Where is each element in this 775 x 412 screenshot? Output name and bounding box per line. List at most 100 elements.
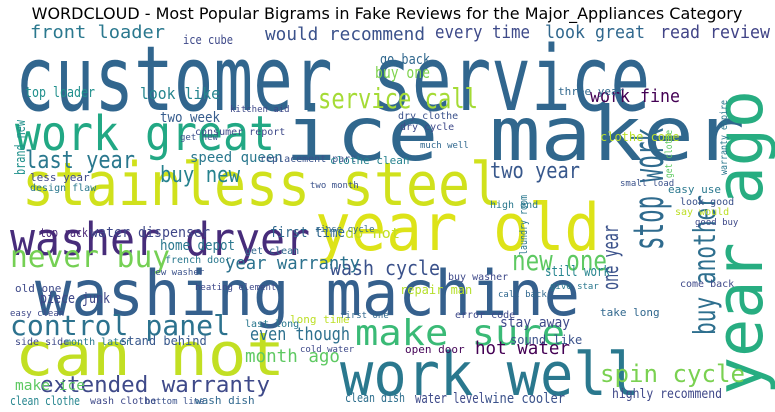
word: year warranty xyxy=(225,253,360,274)
word: spin cycle xyxy=(600,360,745,388)
word: washer dryer xyxy=(10,213,310,266)
word: side side xyxy=(15,337,69,348)
word: new washer xyxy=(150,268,205,278)
word: piece junk xyxy=(40,291,110,307)
word: last year xyxy=(25,146,135,174)
word: clothe clean xyxy=(330,154,409,167)
word: take long xyxy=(600,306,660,319)
word: still work xyxy=(545,264,610,280)
word: would recommend xyxy=(265,24,425,45)
word: one year xyxy=(599,225,624,290)
word: top rack xyxy=(40,226,89,240)
word: hot water xyxy=(475,338,570,359)
word: wine cooler xyxy=(485,391,565,407)
word: service call xyxy=(318,82,478,115)
word: stainless steel xyxy=(22,150,502,220)
word: clean dish xyxy=(345,391,405,405)
word: even though xyxy=(250,324,350,345)
word: kitchen aid xyxy=(230,105,290,115)
word: stop work xyxy=(624,128,673,250)
word: can not xyxy=(15,320,285,390)
word: high end xyxy=(490,200,538,211)
word: ice cube xyxy=(183,33,233,47)
word: easy clean xyxy=(10,309,64,319)
word: look good xyxy=(680,197,734,208)
word: year ago xyxy=(703,90,775,395)
word: last long xyxy=(245,319,299,330)
word: go back xyxy=(380,52,430,68)
word: ice maker xyxy=(285,90,745,178)
word: get clean xyxy=(245,246,299,257)
word: top loader xyxy=(25,85,95,101)
word: every time xyxy=(435,22,530,43)
word: long time xyxy=(290,313,350,326)
word: good buy xyxy=(695,218,739,228)
word: home depot xyxy=(160,238,235,254)
word: clothe come xyxy=(600,130,679,144)
word: make ice xyxy=(15,378,85,394)
word: error code xyxy=(455,310,515,321)
word: old one xyxy=(15,282,61,295)
word: customer service xyxy=(15,27,650,132)
word: bottom line xyxy=(145,397,205,407)
word: french door xyxy=(165,255,231,266)
word: rinse cycle xyxy=(315,225,375,235)
word: look great xyxy=(545,22,645,43)
word: extended warranty xyxy=(40,373,270,398)
word: stay away xyxy=(500,315,570,331)
word: wash cycle xyxy=(330,256,440,280)
word: get clothe xyxy=(664,130,675,178)
word: look like xyxy=(140,84,220,103)
word: work well xyxy=(340,340,640,410)
word: come back xyxy=(680,279,734,290)
word: work fine xyxy=(590,86,680,107)
word: month later xyxy=(65,337,131,348)
word: washing machine xyxy=(35,257,580,330)
word: easy use xyxy=(668,183,721,196)
word: year old xyxy=(315,191,600,266)
word: first one xyxy=(340,311,389,321)
word: laundry room xyxy=(517,195,530,255)
word: water dispenser xyxy=(90,225,210,241)
word: stand behind xyxy=(120,334,207,348)
chart-title: WORDCLOUD - Most Popular Bigrams in Fake… xyxy=(32,4,743,24)
word: first time xyxy=(270,225,345,241)
word: buy washer xyxy=(448,272,508,283)
word: dry cycle xyxy=(400,122,454,133)
word: never buy xyxy=(10,240,170,275)
word: repair man xyxy=(400,283,472,297)
word: call back xyxy=(498,290,547,300)
word: cold water xyxy=(300,345,355,355)
word: buy another xyxy=(688,195,723,335)
word: new one xyxy=(512,244,607,277)
word: work great xyxy=(15,106,275,162)
word: say would xyxy=(675,207,729,218)
word: read review xyxy=(660,22,770,43)
word: highly recommend xyxy=(612,387,722,402)
word: front loader xyxy=(30,22,165,43)
word: buy one xyxy=(375,63,430,82)
word: warranty expire xyxy=(719,100,730,175)
word: small load xyxy=(620,179,674,189)
word: design flaw xyxy=(30,183,97,194)
word: do not xyxy=(345,226,400,242)
word: wash clothe xyxy=(90,396,156,407)
word: brand new xyxy=(13,120,29,175)
word: control panel xyxy=(10,309,230,342)
word: water level xyxy=(415,391,485,407)
word: dry clothe xyxy=(398,111,458,122)
word: two year xyxy=(490,159,580,184)
word: two month xyxy=(310,181,359,191)
word: give star xyxy=(550,282,599,292)
word: month ago xyxy=(245,346,340,367)
word: sound like xyxy=(510,333,582,347)
word: heating element xyxy=(195,283,276,293)
word: make sure xyxy=(355,313,565,354)
word: get new xyxy=(180,133,219,143)
word: replacement part xyxy=(260,154,356,165)
word: much well xyxy=(420,141,469,151)
word: less year xyxy=(30,171,90,184)
word: open door xyxy=(405,343,465,356)
word: buy new xyxy=(160,163,241,188)
